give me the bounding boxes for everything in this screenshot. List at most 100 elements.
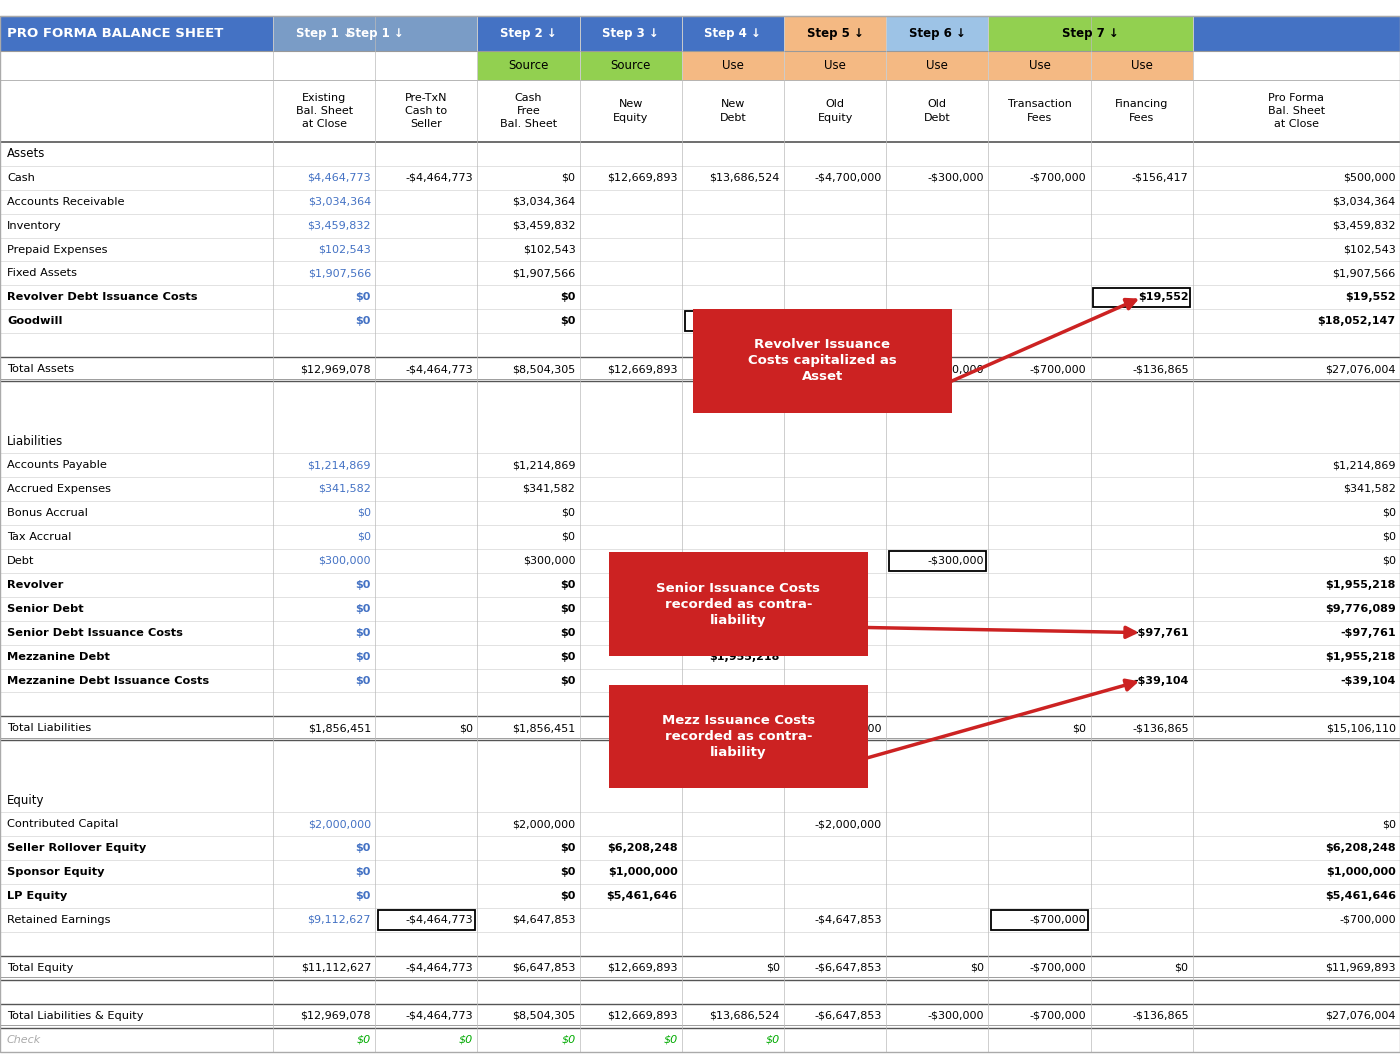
Text: -$2,000,000: -$2,000,000 <box>815 819 882 829</box>
Bar <box>0 261 1400 286</box>
Text: $300,000: $300,000 <box>524 555 575 566</box>
Text: -$4,464,773: -$4,464,773 <box>406 963 473 973</box>
Bar <box>0 669 1400 693</box>
Bar <box>0 309 1400 333</box>
Bar <box>682 16 784 51</box>
Text: Step 3 ↓: Step 3 ↓ <box>602 26 659 40</box>
Bar <box>0 1027 1400 1052</box>
Text: Inventory: Inventory <box>7 220 62 231</box>
Text: Old
Debt: Old Debt <box>924 99 951 123</box>
Text: Step 4 ↓: Step 4 ↓ <box>704 26 762 40</box>
Text: Total Assets: Total Assets <box>7 364 74 375</box>
Bar <box>991 910 1088 930</box>
Text: $18,052,147: $18,052,147 <box>701 316 780 326</box>
Text: $3,034,364: $3,034,364 <box>308 197 371 206</box>
Bar <box>0 813 1400 836</box>
Text: $0: $0 <box>459 1035 473 1044</box>
Text: $1,000,000: $1,000,000 <box>608 868 678 877</box>
Text: Pre-TxN
Cash to
Seller: Pre-TxN Cash to Seller <box>405 93 448 129</box>
Text: $0: $0 <box>560 292 575 303</box>
Text: $19,552: $19,552 <box>1138 292 1189 303</box>
Bar <box>0 788 1400 813</box>
Bar <box>0 860 1400 884</box>
Text: $0: $0 <box>561 1035 575 1044</box>
Bar <box>988 16 1193 51</box>
Bar <box>0 621 1400 644</box>
Text: -$300,000: -$300,000 <box>826 724 882 733</box>
Text: Revolver: Revolver <box>7 580 63 589</box>
Bar <box>0 932 1400 955</box>
Text: -$156,417: -$156,417 <box>1131 172 1189 183</box>
Bar <box>0 500 1400 525</box>
Text: $18,052,147: $18,052,147 <box>1317 316 1396 326</box>
Bar <box>0 836 1400 860</box>
Text: $2,000,000: $2,000,000 <box>512 819 575 829</box>
Bar <box>477 16 580 51</box>
Bar <box>0 166 1400 189</box>
Text: $11,112,627: $11,112,627 <box>301 963 371 973</box>
Text: $341,582: $341,582 <box>1343 484 1396 494</box>
Text: Fixed Assets: Fixed Assets <box>7 269 77 278</box>
Text: $6,208,248: $6,208,248 <box>1326 843 1396 853</box>
Text: Contributed Capital: Contributed Capital <box>7 819 119 829</box>
Text: Transaction
Fees: Transaction Fees <box>1008 99 1071 123</box>
Text: -$6,647,853: -$6,647,853 <box>815 1010 882 1021</box>
Text: $300,000: $300,000 <box>319 555 371 566</box>
Bar <box>0 358 1400 381</box>
Text: $0: $0 <box>560 675 575 686</box>
Bar <box>0 453 1400 477</box>
Text: Financing
Fees: Financing Fees <box>1114 99 1169 123</box>
Text: Senior Debt: Senior Debt <box>7 604 84 614</box>
Text: -$700,000: -$700,000 <box>1030 963 1086 973</box>
Text: $0: $0 <box>766 1035 780 1044</box>
Text: -$6,647,853: -$6,647,853 <box>815 364 882 375</box>
Text: $1,214,869: $1,214,869 <box>512 460 575 470</box>
Text: $0: $0 <box>1382 819 1396 829</box>
Text: -$700,000: -$700,000 <box>1030 172 1086 183</box>
Text: $500,000: $500,000 <box>1344 172 1396 183</box>
Text: $13,686,524: $13,686,524 <box>710 364 780 375</box>
Text: New
Debt: New Debt <box>720 99 746 123</box>
Text: Retained Earnings: Retained Earnings <box>7 915 111 925</box>
Text: Revolver Issuance
Costs capitalized as
Asset: Revolver Issuance Costs capitalized as A… <box>748 339 897 383</box>
Text: $0: $0 <box>561 532 575 542</box>
Text: $12,969,078: $12,969,078 <box>301 1010 371 1021</box>
Text: $19,552: $19,552 <box>1345 292 1396 303</box>
Bar <box>0 1004 1400 1027</box>
Text: Liabilities: Liabilities <box>7 435 63 448</box>
FancyBboxPatch shape <box>609 552 868 656</box>
Text: $1,955,218: $1,955,218 <box>1326 580 1396 589</box>
Text: Old
Equity: Old Equity <box>818 99 853 123</box>
Bar <box>0 286 1400 309</box>
Bar <box>0 884 1400 908</box>
Text: -$136,865: -$136,865 <box>1133 364 1189 375</box>
Bar <box>477 51 580 80</box>
Text: $102,543: $102,543 <box>1343 244 1396 255</box>
Text: $341,582: $341,582 <box>318 484 371 494</box>
Text: $2,000,000: $2,000,000 <box>308 819 371 829</box>
Text: $0: $0 <box>356 652 371 661</box>
Text: Use: Use <box>927 59 948 72</box>
Bar <box>0 693 1400 716</box>
Text: $9,776,089: $9,776,089 <box>1324 604 1396 614</box>
Text: -$39,104: -$39,104 <box>1340 675 1396 686</box>
Text: Step 2 ↓: Step 2 ↓ <box>500 26 557 40</box>
Text: -$700,000: -$700,000 <box>1340 915 1396 925</box>
Bar <box>0 597 1400 621</box>
Text: Assets: Assets <box>7 147 45 160</box>
Text: -$136,865: -$136,865 <box>1133 1010 1189 1021</box>
Text: $9,776,089: $9,776,089 <box>708 604 780 614</box>
Text: $0: $0 <box>356 316 371 326</box>
Text: $8,504,305: $8,504,305 <box>512 1010 575 1021</box>
Text: $3,459,832: $3,459,832 <box>512 220 575 231</box>
Bar <box>0 405 1400 430</box>
Text: Bonus Accrual: Bonus Accrual <box>7 508 88 518</box>
Text: $1,214,869: $1,214,869 <box>308 460 371 470</box>
Text: Use: Use <box>1131 59 1152 72</box>
Text: $0: $0 <box>357 532 371 542</box>
Text: -$6,647,853: -$6,647,853 <box>815 963 882 973</box>
Text: $0: $0 <box>1382 508 1396 518</box>
Bar <box>580 51 682 80</box>
Text: $12,669,893: $12,669,893 <box>608 963 678 973</box>
Bar <box>0 716 1400 741</box>
